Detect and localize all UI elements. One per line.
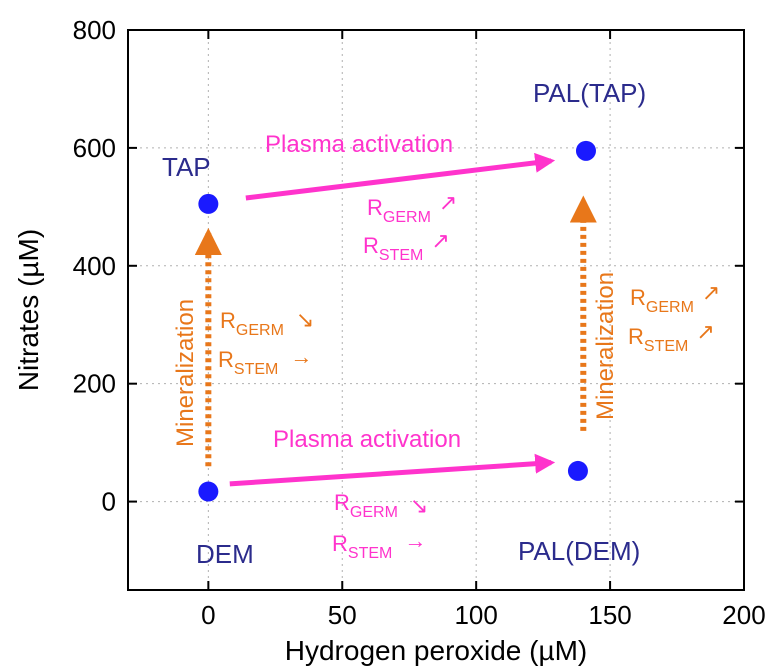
y-tick-label: 600 [73,133,116,163]
rate-annotation-upper: RGERM↗ RSTEM↗ [363,190,457,264]
rstem-label: RSTEM↗ [363,228,450,264]
plasma-activation-arrow [229,453,556,487]
point-pal-dem [567,460,588,481]
label-plasma-activation-bottom: Plasma activation [273,426,461,453]
x-tick-label: 200 [722,600,765,630]
plot-frame [127,29,745,591]
label-plasma-activation-top: Plasma activation [265,131,453,158]
plasma-activation-arrow [245,152,556,201]
x-tick-label: 50 [328,600,357,630]
rgerm-label: RGERM ↘ [334,490,428,521]
rate-annotation-lower: RGERM ↘ RSTEM→ [332,490,428,562]
label-mineralization-right: Mineralization [592,272,619,420]
x-tick-label: 0 [201,600,215,630]
rstem-label: RSTEM↗ [628,319,715,355]
y-axis-title: Nitrates (µM) [13,229,44,391]
x-tick-label: 100 [454,600,497,630]
y-tick-label: 0 [102,487,116,517]
point-label-tap: TAP [162,152,211,182]
y-tick-label: 800 [73,15,116,45]
point-tap [198,193,219,214]
arrows [194,152,597,487]
rate-annotation-right: RGERM↗ RSTEM↗ [628,280,720,355]
y-tick-label: 400 [73,251,116,281]
point-dem [198,481,219,502]
point-label-pal-tap: PAL(TAP) [533,78,646,108]
label-mineralization-left: Mineralization [172,299,199,447]
point-label-pal-dem: PAL(DEM) [518,536,640,566]
rgerm-label: RGERM ↘ [220,307,314,339]
rstem-label: RSTEM→ [332,528,426,562]
rstem-label: RSTEM→ [218,344,312,378]
axis-ticks: 0 50 100 150 200 0 200 400 600 800 [73,15,766,630]
rgerm-label: RGERM↗ [630,280,720,316]
x-tick-label: 150 [588,600,631,630]
data-points [198,140,596,502]
point-label-dem: DEM [196,539,254,569]
point-pal-tap [575,140,596,161]
rate-annotation-left: RGERM ↘ RSTEM→ [218,307,314,378]
y-tick-label: 200 [73,369,116,399]
x-axis-title: Hydrogen peroxide (µM) [285,635,587,666]
rgerm-label: RGERM↗ [367,190,457,226]
